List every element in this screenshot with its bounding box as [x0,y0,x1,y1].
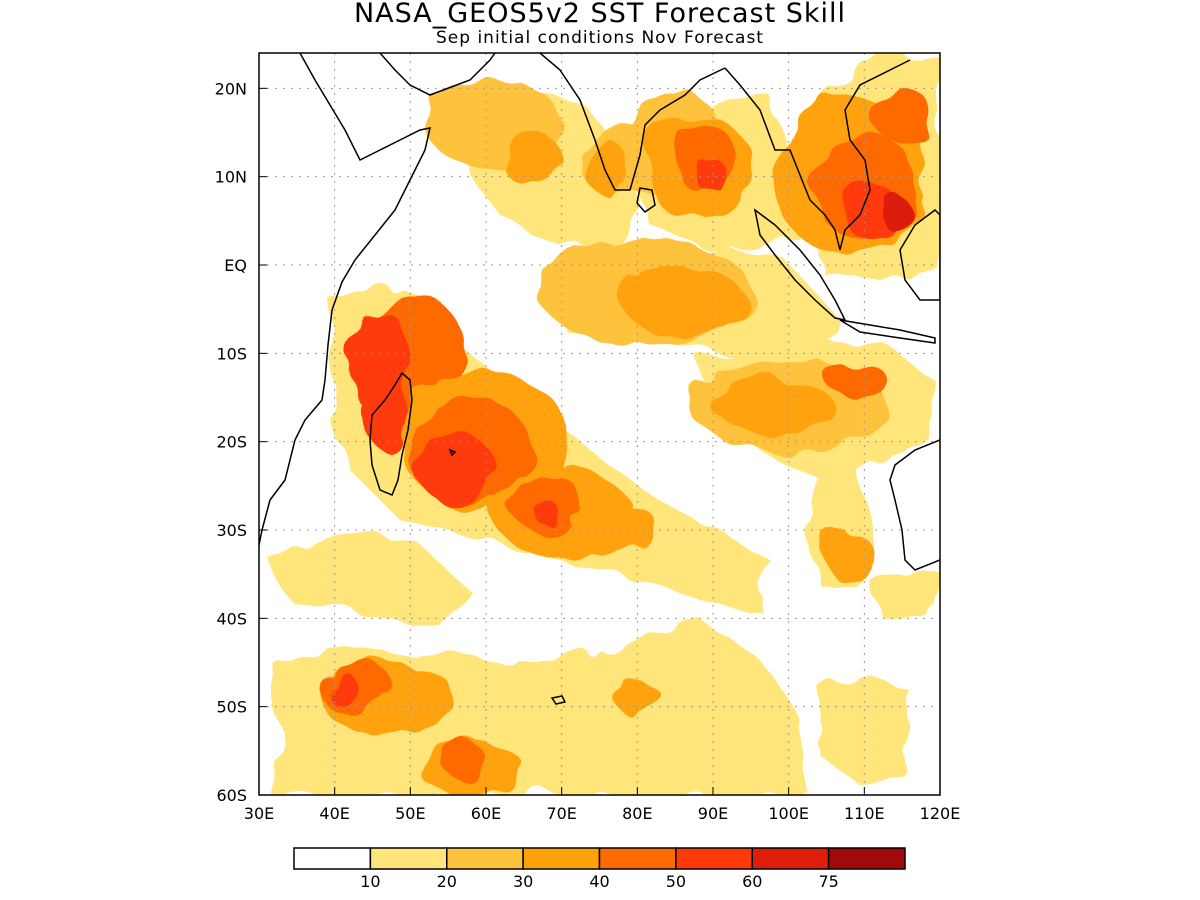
africa-coast [259,53,431,546]
skill-area-light [870,570,940,615]
colorbar-swatch-5 [675,847,753,870]
lat-tick-label: 10S [216,344,247,363]
skill-region-31 [327,671,358,707]
colorbar-swatch-7 [827,847,906,870]
lat-tick-label: 30S [216,521,247,540]
kerguelen [550,695,567,705]
colorbar-swatch-3 [522,847,601,870]
skill-region-23 [531,503,562,522]
sumatra [753,208,847,322]
longitude-axis: 30E 40E 50E 60E 70E 80E 90E 100E 110E 120E [244,787,961,823]
lat-tick-label: 50S [216,698,247,717]
lon-tick-label: 40E [319,804,349,823]
skill-region-20 [417,432,494,504]
skill-region-26 [713,379,835,433]
lat-tick-label: 40S [216,609,247,628]
colorbar-swatch-0 [293,847,372,870]
colorbar-label: 10 [360,872,381,891]
skill-region-24 [569,503,661,557]
lat-tick-label: 60S [216,786,247,805]
latitude-axis: 20N 10N EQ 10S 20S 30S 40S 50S 60S [215,79,267,805]
colorbar-label: 60 [742,872,763,891]
lon-tick-label: 100E [768,804,809,823]
skill-region-27 [826,362,888,398]
colorbar-swatch-2 [446,847,524,870]
arabia-coast [379,53,496,96]
skill-region-3 [584,141,630,195]
colorbar-label: 30 [512,872,534,891]
australia-coast [889,439,940,571]
lon-tick-label: 120E [920,804,961,823]
colorbar [293,847,906,870]
coastlines [259,53,940,705]
lon-tick-label: 110E [844,804,885,823]
lon-tick-label: 70E [546,804,576,823]
skill-regions [319,79,933,795]
indochina-coast [724,59,911,251]
skill-region-17 [364,379,411,451]
skill-region-33 [440,742,486,778]
lat-tick-label: 10N [215,168,247,187]
lon-tick-label: 50E [395,804,425,823]
plot-frame [258,52,941,796]
lat-tick-label: 20N [215,79,247,98]
skill-region-1 [501,132,562,186]
lat-tick-label: EQ [224,256,247,275]
lon-tick-label: 90E [698,804,728,823]
colorbar-label: 75 [818,872,839,891]
colorbar-swatch-4 [598,847,677,870]
skill-region-34 [614,680,661,716]
lon-tick-label: 80E [622,804,652,823]
colorbar-label: 20 [436,872,457,891]
mauritius [448,448,457,457]
borneo [899,209,940,301]
lat-lon-grid [259,53,940,795]
map-subtitle: Sep initial conditions Nov Forecast [436,28,764,48]
lon-tick-label: 60E [471,804,501,823]
skill-region-11 [879,194,910,230]
skill-area-light [265,530,470,625]
skill-region-14 [622,265,744,336]
india-coast [539,53,726,191]
lat-tick-label: 20S [216,433,247,452]
madagascar [369,371,413,496]
sri-lanka [636,187,656,213]
colorbar-label: 40 [589,872,610,891]
colorbar-swatch-6 [751,847,830,870]
skill-region-28 [826,530,872,583]
java [839,319,936,344]
lon-tick-label: 30E [244,804,274,823]
colorbar-label: 50 [665,872,687,891]
map-title: NASA_GEOS5v2 SST Forecast Skill [353,0,847,29]
skill-region-7 [697,159,729,195]
colorbar-swatch-1 [369,847,448,870]
skill-region-12 [871,88,933,142]
